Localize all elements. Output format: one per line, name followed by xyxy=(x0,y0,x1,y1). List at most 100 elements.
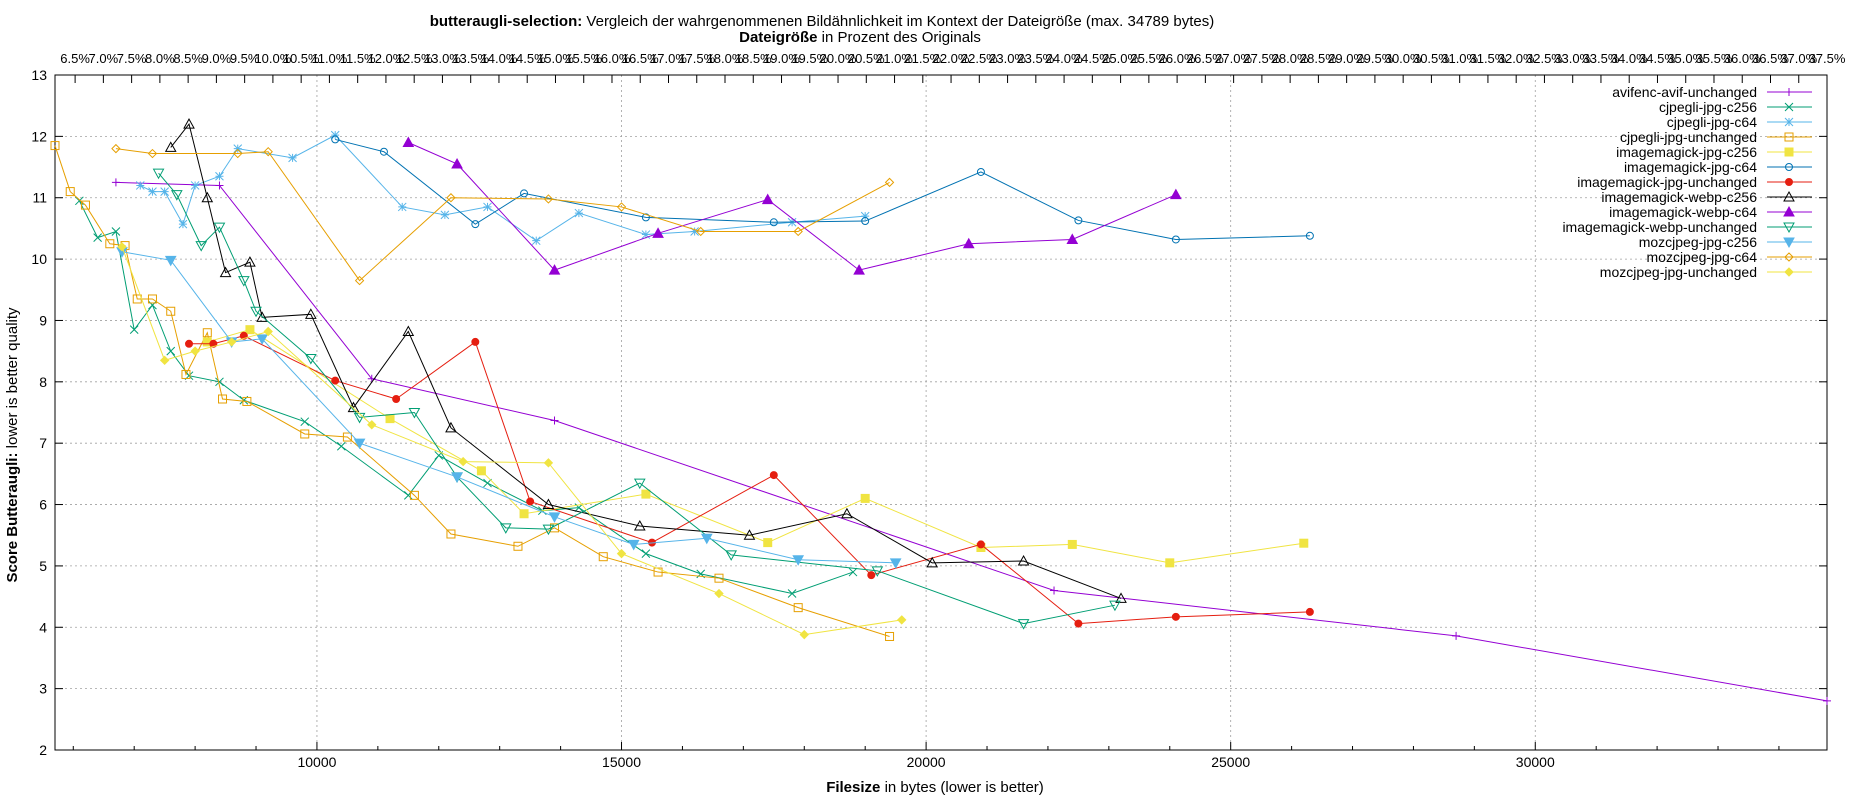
data-point xyxy=(884,177,895,188)
data-point xyxy=(409,490,419,500)
top-tick-label: 30.5% xyxy=(1413,51,1450,66)
data-point xyxy=(256,311,268,322)
data-point xyxy=(458,456,468,467)
data-point xyxy=(233,144,243,153)
data-point xyxy=(354,275,365,286)
axis-ticks: 2 3 4 5 6 7 8 9 10 11 12 13 10000 15000 20000 25000 3000… xyxy=(31,51,1845,770)
data-point xyxy=(215,171,224,181)
data-point xyxy=(65,187,75,197)
data-point xyxy=(300,429,310,439)
legend-entry: imagemagick-jpg-c64 xyxy=(1624,159,1812,175)
legend-marker xyxy=(1783,205,1795,217)
data-point xyxy=(1074,216,1083,225)
y-tick-label: 9 xyxy=(39,312,47,328)
data-point xyxy=(237,276,250,287)
chart-subtitle-bold: Dateigröße xyxy=(739,29,817,46)
chart-subtitle: Dateigröße in Prozent des Originals xyxy=(739,29,981,46)
legend-entry: cjpegli-jpg-c64 xyxy=(1667,114,1812,130)
y-axis-label-bold: Score Butteraugli: xyxy=(4,453,21,583)
series-line xyxy=(140,134,866,242)
data-point xyxy=(652,227,664,238)
data-point xyxy=(574,208,584,218)
data-point xyxy=(471,220,480,229)
plot-border xyxy=(54,74,1828,751)
top-tick-label: 24.5% xyxy=(1074,51,1111,66)
data-point xyxy=(1171,235,1180,244)
data-point xyxy=(743,529,756,540)
data-point xyxy=(641,230,651,239)
x-tick-label: 10000 xyxy=(297,754,336,770)
data-point xyxy=(183,118,195,129)
legend-entry: imagemagick-webp-c64 xyxy=(1609,204,1812,220)
legend-marker xyxy=(1785,178,1793,186)
top-tick-label: 9.0% xyxy=(202,51,232,66)
data-point xyxy=(331,376,340,385)
top-tick-label: 31.5% xyxy=(1469,51,1506,66)
data-point xyxy=(548,264,561,275)
chart-subtitle-rest: in Prozent des Originals xyxy=(822,29,981,46)
data-point xyxy=(408,408,421,419)
data-point xyxy=(792,555,805,566)
data-point xyxy=(170,190,183,201)
legend-marker xyxy=(1784,147,1794,157)
data-point xyxy=(202,328,212,338)
data-point xyxy=(871,566,884,577)
data-point xyxy=(111,143,121,154)
legend-entry: avifenc-avif-unchanged xyxy=(1612,84,1812,100)
top-tick-label: 12.0% xyxy=(367,51,404,66)
data-point xyxy=(1017,619,1030,630)
data-point xyxy=(531,236,541,246)
data-point xyxy=(178,219,188,229)
data-point xyxy=(976,540,985,549)
data-point xyxy=(763,538,773,548)
data-point xyxy=(256,334,268,345)
top-tick-label: 7.5% xyxy=(117,51,147,66)
data-point xyxy=(542,498,555,510)
y-tick-label: 10 xyxy=(31,251,47,267)
data-point xyxy=(633,519,646,531)
series-mozcjpeg-jpg-unchanged xyxy=(117,242,907,640)
series-line xyxy=(335,138,1310,240)
y-tick-label: 5 xyxy=(39,558,47,574)
top-tick-label: 15.0% xyxy=(537,51,574,66)
top-tick-label: 26.5% xyxy=(1187,51,1224,66)
series-mozcjpeg-jpg-c256 xyxy=(116,247,902,569)
top-tick-label: 13.5% xyxy=(452,51,489,66)
top-tick-label: 22.5% xyxy=(961,51,998,66)
data-point xyxy=(513,541,523,551)
data-point xyxy=(263,326,273,337)
data-point xyxy=(129,325,139,335)
data-point xyxy=(451,472,463,483)
top-tick-label: 34.0% xyxy=(1611,51,1648,66)
data-point xyxy=(483,478,492,488)
top-tick-label: 30.0% xyxy=(1385,51,1422,66)
legend-entry: mozcjpeg-jpg-c64 xyxy=(1647,249,1812,265)
data-point xyxy=(245,325,255,335)
legend-label: imagemagick-webp-unchanged xyxy=(1562,219,1757,235)
data-point xyxy=(300,417,310,427)
series-imagemagick-jpg-c64 xyxy=(331,135,1314,244)
legend-label: imagemagick-jpg-unchanged xyxy=(1577,174,1757,190)
series-line xyxy=(207,329,1304,564)
data-point xyxy=(926,556,939,568)
data-point xyxy=(690,227,699,236)
data-point xyxy=(152,168,165,180)
data-point xyxy=(80,200,90,210)
data-point xyxy=(520,189,529,198)
y-tick-label: 6 xyxy=(39,497,47,513)
legend-entry: mozcjpeg-jpg-c256 xyxy=(1639,234,1812,250)
top-tick-label: 31.0% xyxy=(1441,51,1478,66)
data-point xyxy=(117,242,127,252)
series-imagemagick-jpg-unchanged xyxy=(185,331,1314,628)
top-tick-label: 33.5% xyxy=(1583,51,1620,66)
data-point xyxy=(641,549,651,558)
legend-label: avifenc-avif-unchanged xyxy=(1612,84,1757,100)
data-point xyxy=(476,466,486,476)
top-tick-label: 25.0% xyxy=(1102,51,1139,66)
data-point xyxy=(696,226,706,237)
legend-label: imagemagick-webp-c256 xyxy=(1601,189,1757,205)
data-point xyxy=(962,237,975,249)
top-tick-label: 6.5% xyxy=(60,51,90,66)
data-point xyxy=(725,550,738,561)
data-point xyxy=(164,255,177,267)
